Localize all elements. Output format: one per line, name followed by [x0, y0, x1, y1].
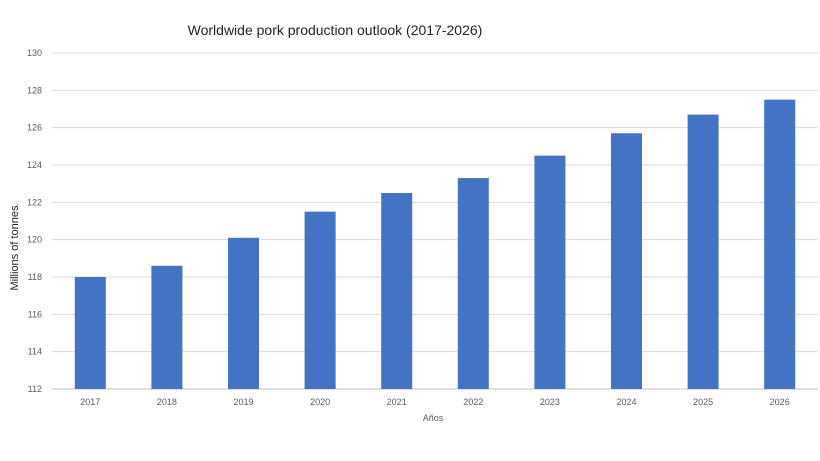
x-tick-label: 2021 — [387, 397, 407, 407]
x-tick-label: 2020 — [310, 397, 330, 407]
y-tick-label: 112 — [28, 384, 42, 394]
x-tick-label: 2023 — [540, 397, 560, 407]
x-tick-label: 2018 — [157, 397, 177, 407]
bar-2020 — [304, 211, 336, 389]
y-tick-label: 120 — [27, 235, 42, 245]
y-axis-ticks: 112 114 116 118 120 122 124 126 128 130 — [27, 48, 42, 394]
bars — [74, 99, 796, 390]
y-tick-label: 124 — [27, 160, 42, 170]
y-tick-label: 130 — [27, 48, 42, 58]
y-tick-label: 128 — [27, 85, 42, 95]
x-tick-label: 2022 — [463, 397, 483, 407]
bar-2021 — [381, 193, 413, 389]
bar-2025 — [687, 114, 719, 389]
y-tick-label: 126 — [27, 123, 42, 133]
x-axis-ticks: 2017 2018 2019 2020 2021 2022 2023 2024 2025 2026 — [80, 397, 789, 407]
bar-2017 — [74, 277, 106, 389]
y-tick-label: 122 — [27, 197, 42, 207]
x-tick-label: 2024 — [616, 397, 636, 407]
bar-2022 — [457, 178, 489, 389]
x-axis-title: Años — [423, 413, 444, 423]
x-tick-label: 2017 — [80, 397, 100, 407]
y-tick-label: 116 — [28, 309, 42, 319]
bar-2019 — [228, 237, 259, 389]
y-tick-label: 114 — [28, 347, 42, 357]
x-tick-label: 2025 — [693, 397, 713, 407]
bar-2024 — [611, 133, 642, 389]
bar-2023 — [534, 155, 566, 389]
y-tick-label: 118 — [28, 272, 42, 282]
x-tick-label: 2026 — [770, 397, 790, 407]
chart-title: Worldwide pork production outlook (2017-… — [188, 22, 483, 38]
bar-2018 — [151, 265, 183, 389]
x-tick-label: 2019 — [233, 397, 253, 407]
y-axis-title: Millions of tonnes — [9, 205, 21, 290]
bar-2026 — [764, 99, 796, 390]
